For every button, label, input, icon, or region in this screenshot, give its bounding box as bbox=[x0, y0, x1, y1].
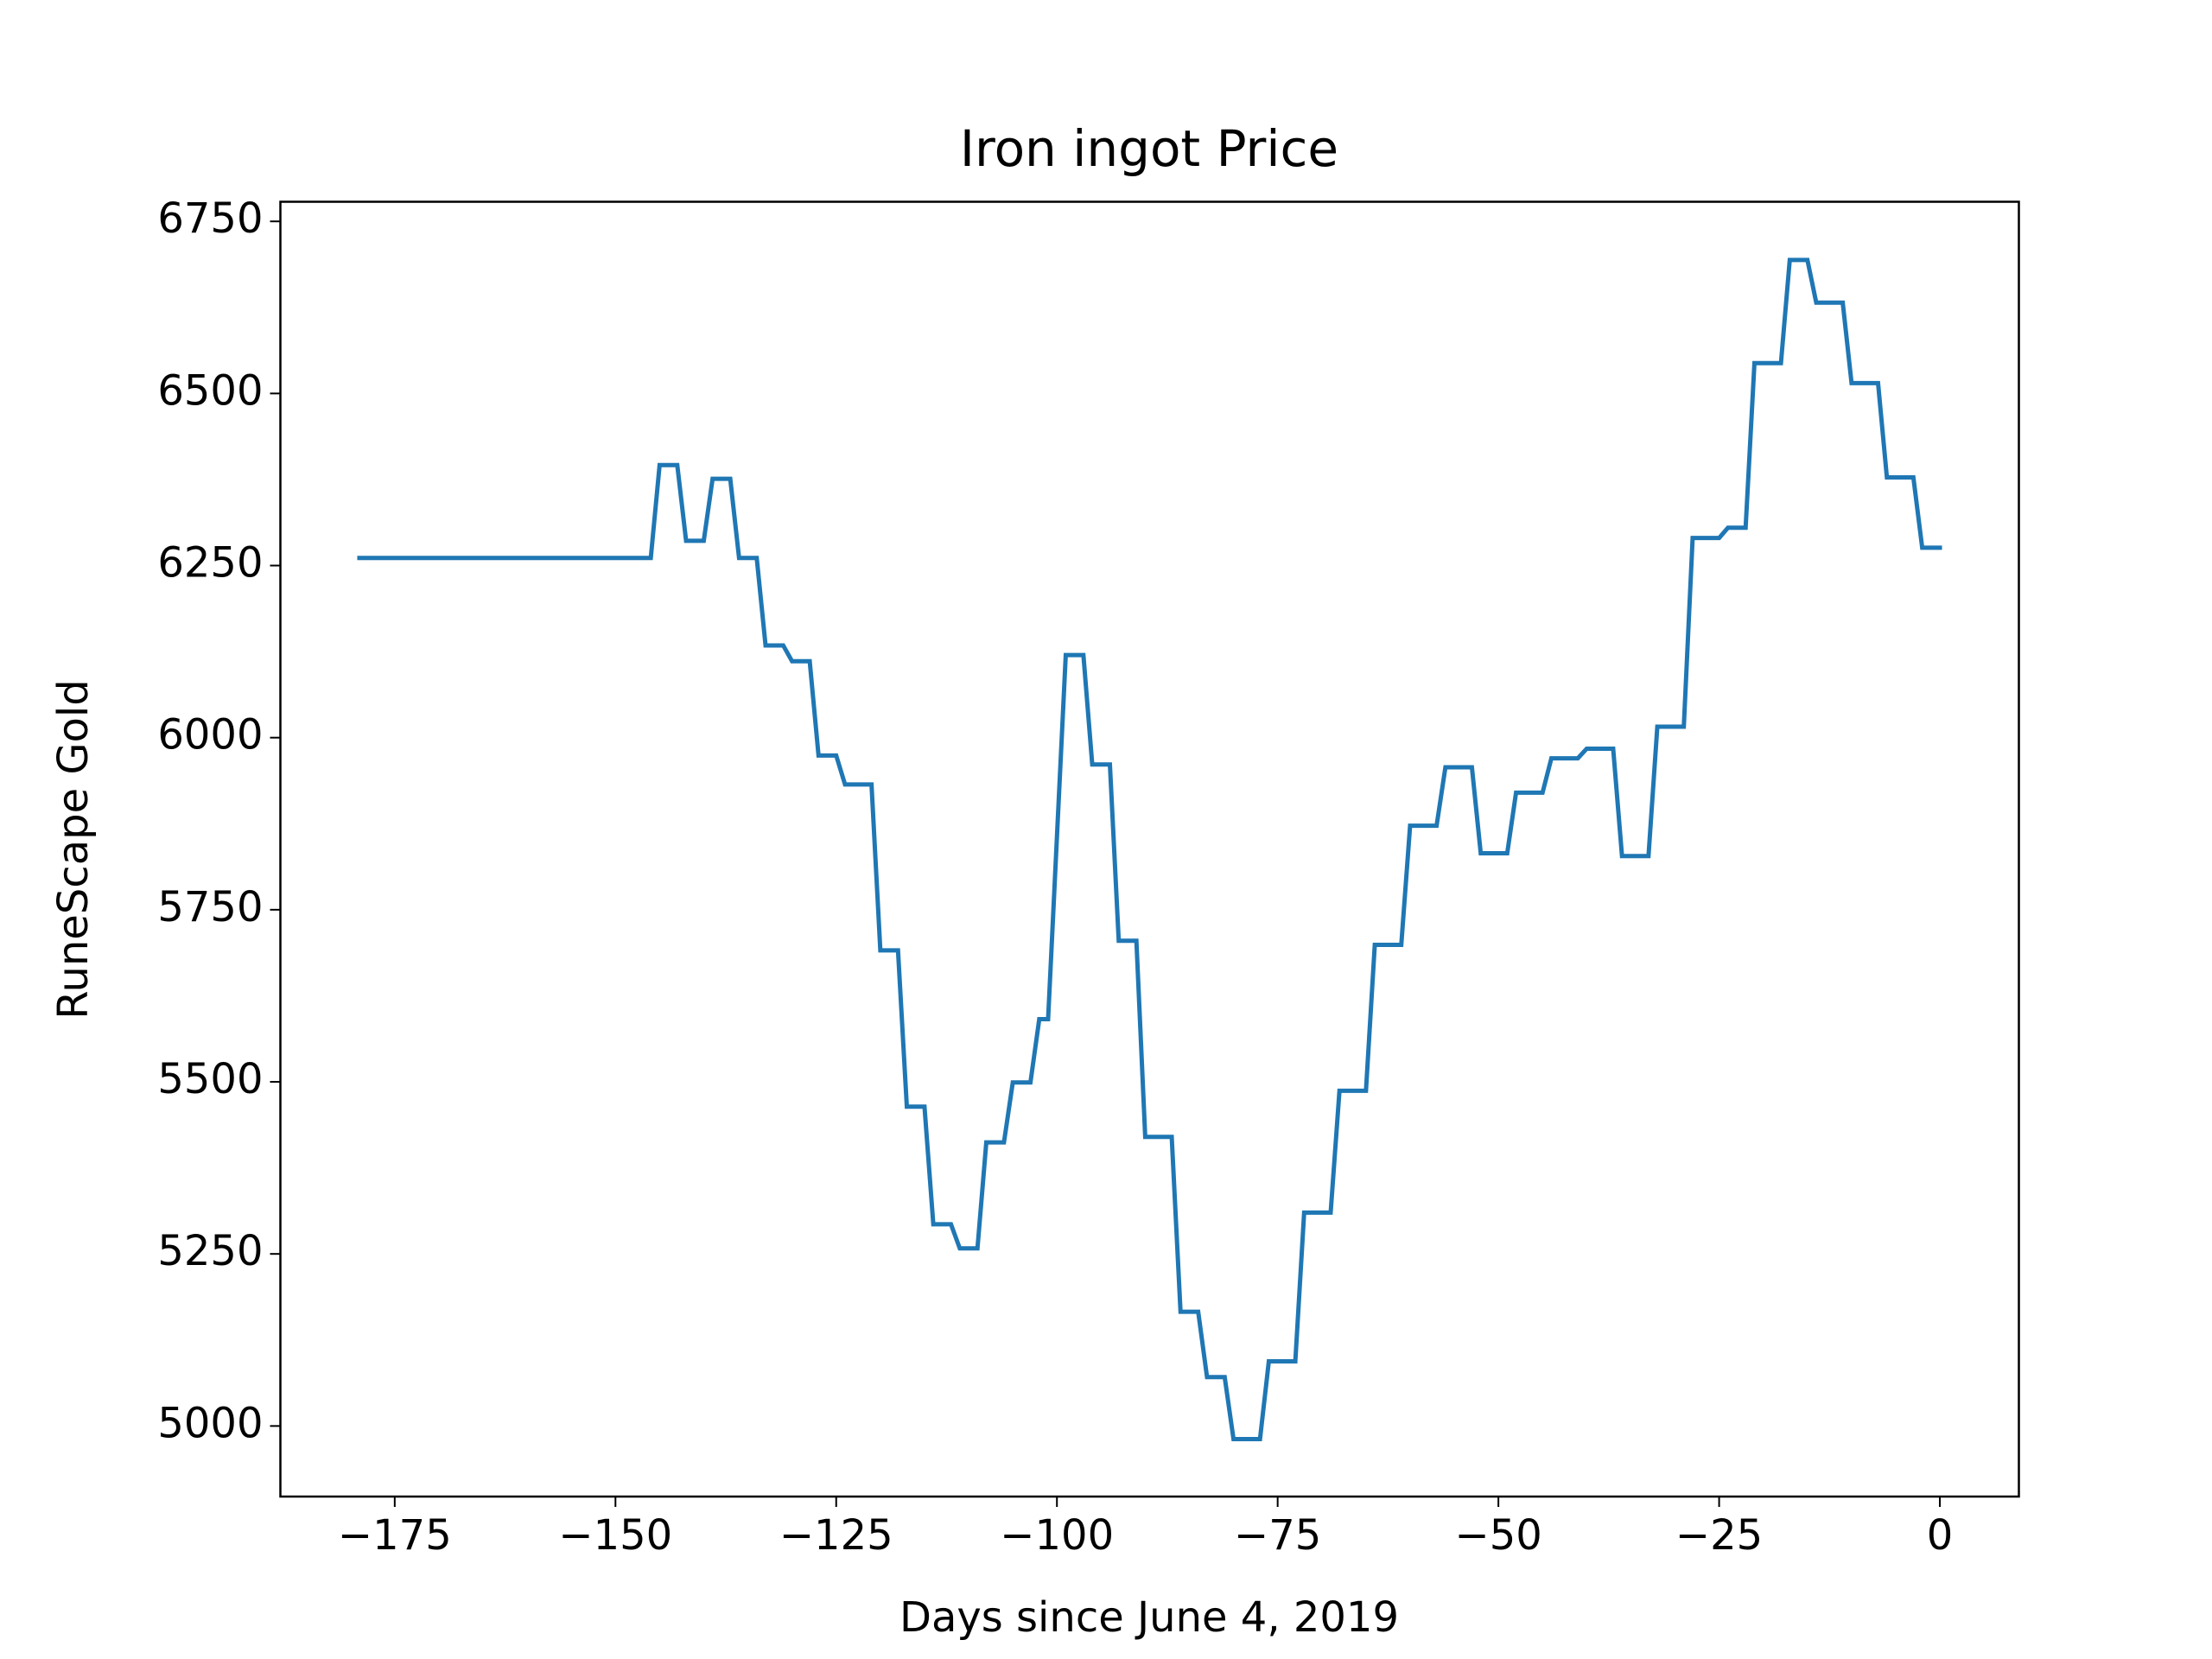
x-tick-label: −25 bbox=[1675, 1511, 1763, 1560]
chart-title: Iron ingot Price bbox=[960, 119, 1338, 178]
y-tick-label: 6750 bbox=[157, 194, 263, 243]
y-tick-label: 5750 bbox=[157, 883, 263, 931]
y-tick-label: 5250 bbox=[157, 1227, 263, 1275]
plot-frame bbox=[279, 200, 2020, 1498]
x-tick-label: −50 bbox=[1454, 1511, 1541, 1560]
y-axis-label: RuneScape Gold bbox=[49, 679, 98, 1019]
line-series bbox=[357, 257, 1942, 1441]
y-tick-label: 5500 bbox=[157, 1055, 263, 1103]
x-tick-label: −75 bbox=[1234, 1511, 1321, 1560]
x-tick-label: −150 bbox=[558, 1511, 672, 1560]
y-tick-label: 6500 bbox=[157, 366, 263, 415]
y-tick-label: 5000 bbox=[157, 1399, 263, 1447]
x-tick-label: 0 bbox=[1927, 1511, 1954, 1560]
x-axis-label: Days since June 4, 2019 bbox=[899, 1593, 1399, 1642]
y-tick-label: 6000 bbox=[157, 711, 263, 760]
x-tick-label: −100 bbox=[1000, 1511, 1114, 1560]
x-tick-label: −125 bbox=[779, 1511, 893, 1560]
y-tick-label: 6250 bbox=[157, 539, 263, 588]
x-tick-label: −175 bbox=[338, 1511, 452, 1560]
